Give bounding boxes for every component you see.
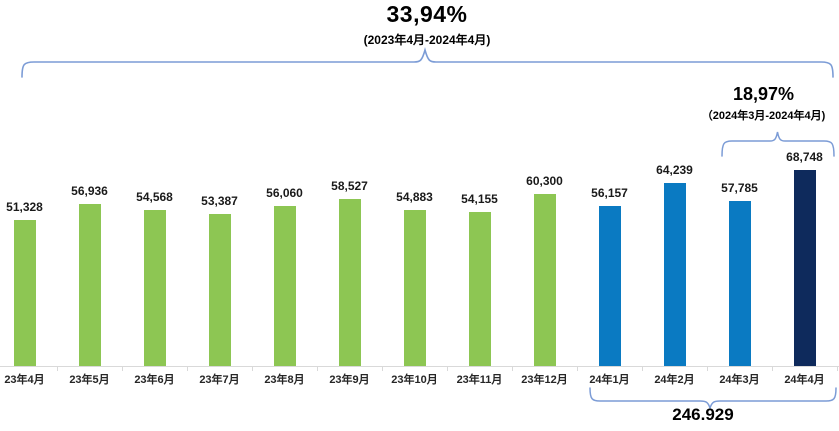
bar-column-23年10月: 54,883 [382,0,447,366]
bar-column-24年1月: 56,157 [577,0,642,366]
bar-value-label: 53,387 [201,194,238,208]
bar-column-23年9月: 58,527 [317,0,382,366]
x-axis-label: 24年4月 [784,374,825,386]
bar-value-label: 64,239 [656,163,693,177]
x-axis-label: 24年2月 [654,374,695,386]
axis-tick [187,366,188,371]
bar-column-23年5月: 56,936 [57,0,122,366]
axis-tick [642,366,643,371]
bar [728,201,751,366]
bar-value-label: 51,328 [6,200,43,214]
bar-value-label: 56,157 [591,186,628,200]
total-brace [589,387,837,411]
x-axis-label: 23年7月 [199,374,240,386]
bar [208,214,231,366]
bar-column-23年8月: 56,060 [252,0,317,366]
axis-tick [707,366,708,371]
bar-column-24年4月: 68,748 [772,0,837,366]
axis-tick [57,366,58,371]
bar [13,220,36,366]
bar [598,206,621,366]
bar [78,204,101,366]
bar-column-23年6月: 54,568 [122,0,187,366]
bar-column-23年7月: 53,387 [187,0,252,366]
x-axis-label: 23年11月 [456,374,503,386]
x-axis-label: 23年5月 [69,374,110,386]
axis-tick [512,366,513,371]
x-axis-label: 23年8月 [264,374,305,386]
axis-tick [577,366,578,371]
bar-value-label: 57,785 [721,181,758,195]
bar [338,199,361,366]
axis-tick [122,366,123,371]
yoy-brace [21,46,834,78]
x-axis-label: 23年10月 [391,374,438,386]
axis-tick [772,366,773,371]
mom-brace [721,131,835,157]
bar [143,210,166,366]
x-axis-label: 23年12月 [521,374,568,386]
mom-growth-range: （2024年3月-2024年4月) [701,110,826,122]
axis-tick [447,366,448,371]
bar-column-23年11月: 54,155 [447,0,512,366]
x-axis-label: 23年9月 [329,374,370,386]
axis-tick [382,366,383,371]
bar-value-label: 58,527 [331,179,368,193]
axis-tick [837,366,838,371]
x-axis-label: 24年1月 [589,374,630,386]
bar-value-label: 54,568 [136,190,173,204]
x-axis-line [0,366,839,367]
bar-value-label: 56,060 [266,186,303,200]
bar-value-label: 54,883 [396,190,433,204]
bar [793,170,816,366]
x-axis-label: 23年6月 [134,374,175,386]
bar-column-24年2月: 64,239 [642,0,707,366]
bar-column-23年4月: 51,328 [0,0,57,366]
mom-growth-percent: 18,97% [732,84,795,104]
bar [403,210,426,366]
bar [663,183,686,366]
bar [273,206,296,366]
bar-column-24年3月: 57,785 [707,0,772,366]
axis-tick [317,366,318,371]
axis-tick [252,366,253,371]
bar [468,212,491,366]
bars-area: 51,328 56,936 54,568 53,387 56,060 58,527 54,8… [0,0,837,366]
bar-value-label: 56,936 [71,184,108,198]
bar-value-label: 60,300 [526,174,563,188]
x-axis-label: 23年4月 [4,374,45,386]
yoy-growth-range: (2023年4月-2024年4月) [363,33,491,47]
bar-column-23年12月: 60,300 [512,0,577,366]
yoy-growth-percent: 33,94% [386,1,468,27]
yoy-growth-annotation: 33,94% (2023年4月-2024年4月) [287,1,567,48]
bar-value-label: 54,155 [461,192,498,206]
mom-growth-annotation: 18,97% （2024年3月-2024年4月) [688,84,839,123]
total-2024-label: 246.929 [672,405,734,424]
bar-value-label: 68,748 [786,150,823,164]
x-axis-label: 24年3月 [719,374,760,386]
bar [533,194,556,366]
x-axis-labels: 23年4月 23年5月 23年6月 23年7月 23年8月 23年9月 23年10月 23年1… [0,371,837,387]
